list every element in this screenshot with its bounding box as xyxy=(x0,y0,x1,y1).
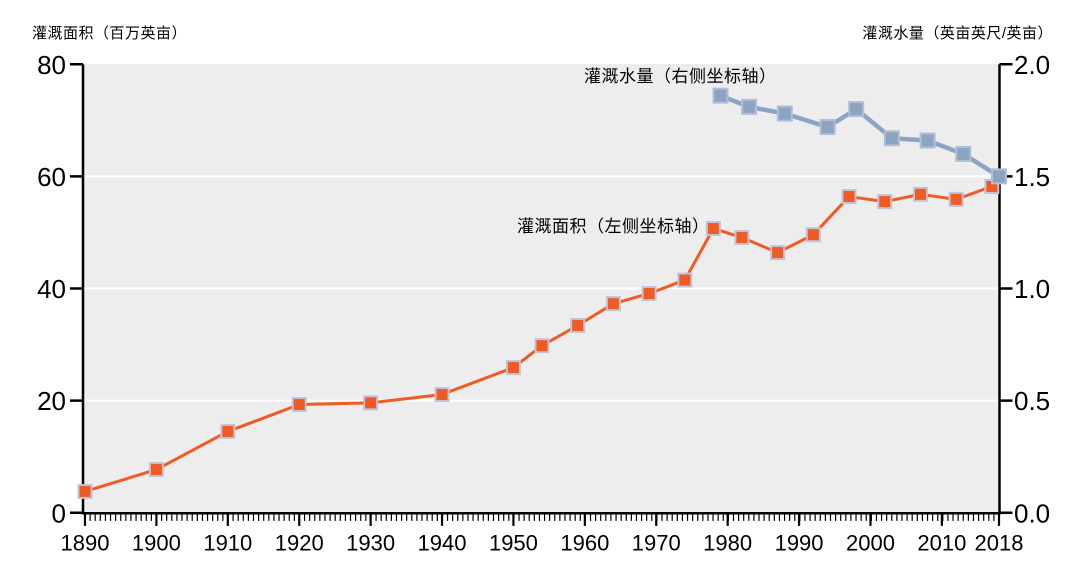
x-axis-tick-label: 1990 xyxy=(775,531,824,556)
irrigated-area-marker xyxy=(220,423,236,439)
irrigated-area-marker xyxy=(770,245,786,261)
left-axis-tick-label: 60 xyxy=(37,162,66,192)
water-rate-marker xyxy=(712,87,729,104)
water-rate-marker xyxy=(776,105,793,122)
irrigated-area-marker xyxy=(605,296,621,312)
irrigated-area-marker xyxy=(877,194,893,210)
irrigated-area-marker xyxy=(148,462,164,478)
x-axis-tick-label: 1960 xyxy=(560,531,609,556)
x-axis-tick-label: 1930 xyxy=(346,531,395,556)
x-axis-tick-label: 2010 xyxy=(917,531,966,556)
left-axis-tick-label: 0 xyxy=(52,498,66,528)
irrigated-area-marker xyxy=(363,395,379,411)
left-axis-tick-label: 80 xyxy=(37,50,66,80)
water-rate-marker xyxy=(819,119,836,136)
irrigated-area-marker xyxy=(570,318,586,334)
right-axis-title: 灌溉水量（英亩英尺/英亩） xyxy=(862,25,1053,42)
x-axis-tick-label: 1950 xyxy=(489,531,538,556)
irrigated-area-marker xyxy=(705,221,721,237)
water-rate-series-label: 灌溉水量（右侧坐标轴） xyxy=(584,67,777,86)
irrigated-area-marker xyxy=(534,338,550,354)
right-axis-tick-label: 2.0 xyxy=(1014,50,1050,80)
x-axis-tick-label: 2000 xyxy=(846,531,895,556)
irrigated-area-marker xyxy=(291,397,307,413)
irrigated-area-marker xyxy=(677,272,693,288)
x-axis-tick-label: 1940 xyxy=(418,531,467,556)
water-rate-marker xyxy=(883,130,900,147)
irrigated-area-marker xyxy=(77,483,93,499)
left-axis-title: 灌溉面积（百万英亩） xyxy=(32,25,188,42)
left-axis-tick-label: 40 xyxy=(37,274,66,304)
water-rate-marker xyxy=(955,145,972,162)
x-axis-tick-label: 1890 xyxy=(61,531,110,556)
x-axis-tick-label: 1920 xyxy=(275,531,324,556)
irrigated-area-series-label: 灌溉面积（左侧坐标轴） xyxy=(517,217,710,236)
irrigated-area-marker xyxy=(434,386,450,402)
right-axis-tick-label: 1.0 xyxy=(1014,274,1050,304)
x-axis-tick-label: 1980 xyxy=(703,531,752,556)
irrigated-area-marker xyxy=(805,227,821,243)
water-rate-marker xyxy=(919,132,936,149)
left-axis-tick-label: 20 xyxy=(37,386,66,416)
water-rate-marker xyxy=(741,98,758,115)
right-axis-tick-label: 0.5 xyxy=(1014,386,1050,416)
irrigated-area-marker xyxy=(505,360,521,376)
water-rate-marker xyxy=(991,168,1007,185)
x-axis-tick-label: 2018 xyxy=(975,531,1024,556)
right-axis-tick-label: 0.0 xyxy=(1014,498,1050,528)
irrigated-area-marker xyxy=(734,229,750,245)
irrigated-area-marker xyxy=(948,191,964,207)
water-rate-marker xyxy=(848,101,865,118)
x-axis-tick-label: 1970 xyxy=(632,531,681,556)
right-axis-tick-label: 1.5 xyxy=(1014,162,1050,192)
x-axis-tick-label: 1900 xyxy=(132,531,181,556)
x-axis-tick-label: 1910 xyxy=(203,531,252,556)
irrigated-area-marker xyxy=(841,189,857,205)
irrigated-area-marker xyxy=(641,286,657,302)
irrigated-area-marker xyxy=(912,186,928,202)
